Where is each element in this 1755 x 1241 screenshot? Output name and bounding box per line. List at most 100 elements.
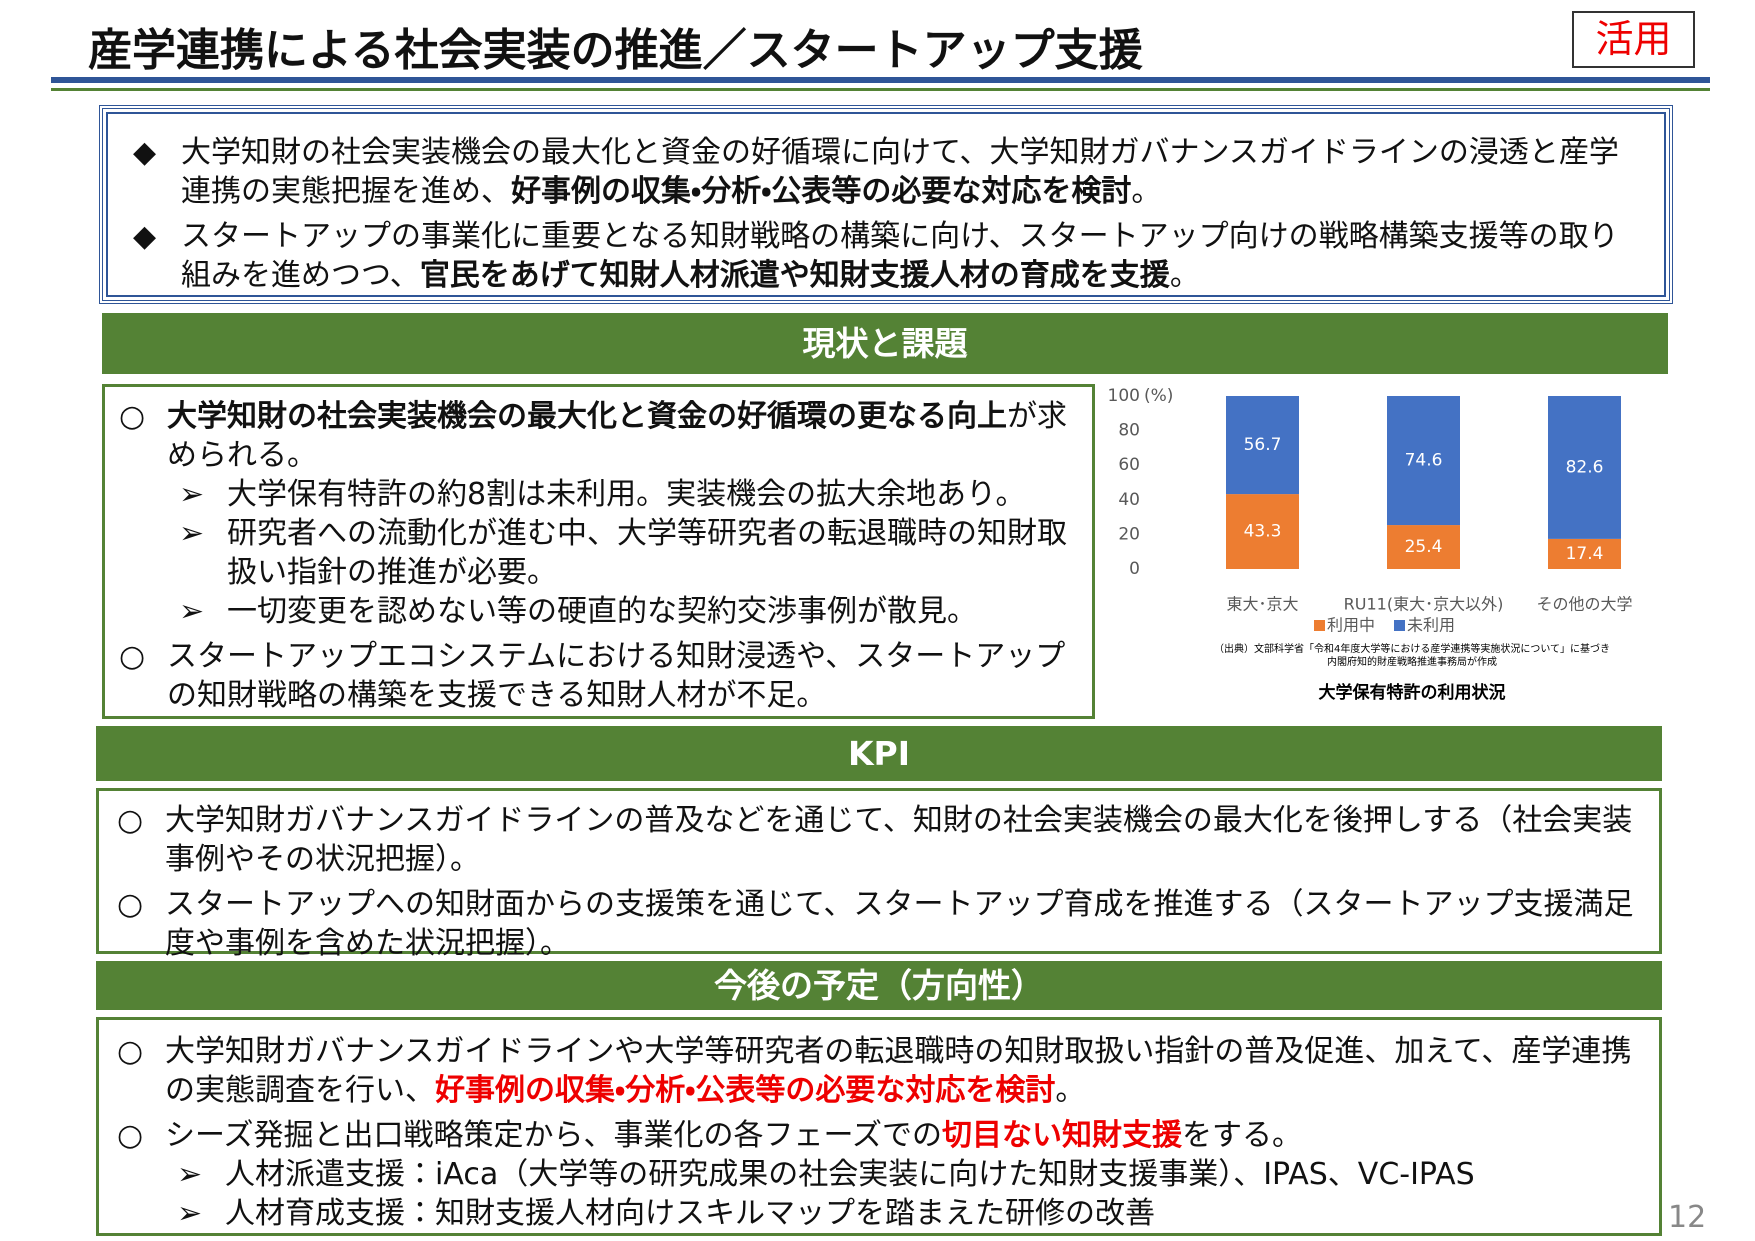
text-run: シーズ発掘と出口戦略策定から、事業化の各フェーズでの [165,1118,942,1153]
text-run: 大学知財ガバナンスガイドラインや大学等研究者の転退職時の知財取扱い指針の普及促進… [165,1034,1632,1108]
bullet: ○ [117,803,144,838]
data-label: 43.3 [1244,522,1282,542]
text-run: スタートアップの事業化に重要となる知財戦略の構築に向け、スタートアップ向けの戦略… [181,219,1619,293]
list-item: ○ 大学知財の社会実装機会の最大化と資金の好循環の更なる向上が求められる。 [119,397,1082,475]
text-run: 大学知財の社会実装機会の最大化と資金の好循環に向けて、大学知財ガバナンスガイドラ… [181,135,1619,209]
text-run: 人材派遣支援：iAca（大学等の研究成果の社会実装に向けた知財支援事業）、IPA… [225,1157,1475,1192]
text-run: スタートアップエコシステムにおける知財浸透や、スタートアップの知財戦略の構築を支… [167,639,1066,713]
tag: 活用 [1572,11,1695,68]
list-item: ○ スタートアップへの知財面からの支援策を通じて、スタートアップ育成を推進する（ス… [117,885,1649,963]
item-text: 人材派遣支援：iAca（大学等の研究成果の社会実装に向けた知財支援事業）、IPA… [225,1155,1475,1194]
item-text: 一切変更を認めない等の硬直的な契約交渉事例が散見。 [227,592,977,631]
list-item: ○ スタートアップエコシステムにおける知財浸透や、スタートアップの知財戦略の構築を… [119,637,1082,715]
y-tick-label: 20 [1118,524,1140,544]
x-tick-label: RU11(東大･京大以外) [1344,595,1504,614]
item-text: シーズ発掘と出口戦略策定から、事業化の各フェーズでの切目ない知財支援をする。 [165,1116,1302,1155]
item-text: 大学保有特許の約8割は未利用。実装機会の拡大余地あり。 [227,475,1026,514]
slide-title: 産学連携による社会実装の推進／スタートアップ支援 [88,25,1143,76]
text-run: スタートアップへの知財面からの支援策を通じて、スタートアップ育成を推進する（スタ… [165,887,1634,961]
text-run: 官民をあげて知財人材派遣や知財支援人材の育成を支援 [419,258,1170,293]
source-note: 内閣府知的財産戦略推進事務局が作成 [1327,655,1497,668]
bullet: ○ [117,887,144,922]
section-heading: KPI [96,726,1662,781]
y-unit: (%) [1144,386,1173,406]
item-text: スタートアップエコシステムにおける知財浸透や、スタートアップの知財戦略の構築を支… [167,637,1082,715]
text-run: 。 [1055,1073,1086,1108]
bullet: ➢ [177,1157,203,1192]
chart: 大学保有特許の利用状況 0 20 40 60 80 100 (%) 43.3 56.7 東大･京大… [1108,386,1633,703]
bar-segment [1387,525,1460,569]
bar-segment [1548,396,1621,539]
text-run: 大学知財ガバナンスガイドラインの普及などを通じて、知財の社会実装機会の最大化を後… [165,803,1633,877]
sub-item: ➢ 研究者への流動化が進む中、大学等研究者の転退職時の知財取扱い指針の推進が必要。 [179,514,1082,592]
y-tick-label: 100 [1108,386,1140,406]
y-tick-label: 60 [1118,455,1140,475]
item-text: 大学知財の社会実装機会の最大化と資金の好循環に向けて、大学知財ガバナンスガイドラ… [181,133,1639,211]
bar-segment [1226,494,1299,569]
data-label: 17.4 [1566,544,1604,564]
data-label: 82.6 [1566,457,1604,477]
text-run: 大学保有特許の約8割は未利用。実装機会の拡大余地あり。 [227,477,1026,512]
chart-title: 大学保有特許の利用状況 [1319,682,1506,703]
bullet: ◆ [133,219,157,254]
text-run: 。 [1131,174,1162,209]
y-tick-label: 80 [1118,421,1140,441]
bullet: ➢ [179,594,205,629]
item-text: 大学知財ガバナンスガイドラインの普及などを通じて、知財の社会実装機会の最大化を後… [165,801,1649,879]
bullet: ➢ [179,477,205,512]
sub-item: ➢ 一切変更を認めない等の硬直的な契約交渉事例が散見。 [179,592,1082,631]
item-text: スタートアップへの知財面からの支援策を通じて、スタートアップ育成を推進する（スタ… [165,885,1649,963]
rule [51,77,1710,83]
bullet: ○ [119,639,146,674]
y-tick-label: 40 [1118,490,1140,510]
section-heading: 今後の予定（方向性） [96,961,1662,1010]
kpi-box: ○ 大学知財ガバナンスガイドラインの普及などを通じて、知財の社会実装機会の最大化を… [96,788,1662,961]
bullet: ➢ [177,1196,203,1231]
data-label: 56.7 [1244,435,1282,455]
source-note: （出典）文部科学省「令和4年度大学等における産学連携等実施状況について」に基づき [1214,642,1610,655]
page-number: 12 [1668,1200,1707,1235]
summary-box: ◆ 大学知財の社会実装機会の最大化と資金の好循環に向けて、大学知財ガバナンスガイド… [99,105,1673,304]
x-tick-label: 東大･京大 [1226,595,1298,614]
sub-item: ➢ 人材育成支援：知財支援人材向けスキルマップを踏まえた研修の改善 [177,1194,1649,1233]
sub-item: ➢ 大学保有特許の約8割は未利用。実装機会の拡大余地あり。 [179,475,1082,514]
x-tick-label: その他の大学 [1536,595,1632,614]
legend-swatch [1394,620,1405,631]
text-run: が求められる。 [167,399,1067,473]
list-item: ○ 大学知財ガバナンスガイドラインの普及などを通じて、知財の社会実装機会の最大化を… [117,801,1649,879]
bullet: ○ [117,1118,144,1153]
text-run: 。 [1169,258,1200,293]
bullet: ○ [119,399,146,434]
bullet: ○ [117,1034,144,1069]
bullet: ➢ [179,516,205,551]
list-item: ○ シーズ発掘と出口戦略策定から、事業化の各フェーズでの切目ない知財支援をする。 [117,1116,1649,1155]
rule [51,88,1710,91]
data-label: 74.6 [1405,451,1443,471]
bullet: ◆ [133,135,157,170]
y-tick-label: 0 [1129,559,1140,579]
text-run: 研究者への流動化が進む中、大学等研究者の転退職時の知財取扱い指針の推進が必要。 [227,516,1067,590]
list-item: ◆ スタートアップの事業化に重要となる知財戦略の構築に向け、スタートアップ向けの戦… [133,217,1639,295]
item-text: 大学知財ガバナンスガイドラインや大学等研究者の転退職時の知財取扱い指針の普及促進… [165,1032,1649,1110]
text-run: 好事例の収集・分析・公表等の必要な対応を検討 [435,1073,1056,1108]
item-text: 人材育成支援：知財支援人材向けスキルマップを踏まえた研修の改善 [225,1194,1155,1233]
plan-box: ○ 大学知財ガバナンスガイドラインや大学等研究者の転退職時の知財取扱い指針の普及促… [96,1017,1662,1236]
item-text: 大学知財の社会実装機会の最大化と資金の好循環の更なる向上が求められる。 [167,397,1082,475]
list-item: ○ 大学知財ガバナンスガイドラインや大学等研究者の転退職時の知財取扱い指針の普及促… [117,1032,1649,1110]
text-run: 大学知財の社会実装機会の最大化と資金の好循環の更なる向上 [167,399,1007,434]
sub-item: ➢ 人材派遣支援：iAca（大学等の研究成果の社会実装に向けた知財支援事業）、IP… [177,1155,1649,1194]
data-label: 25.4 [1405,537,1443,557]
list-item: ◆ 大学知財の社会実装機会の最大化と資金の好循環に向けて、大学知財ガバナンスガイド… [133,133,1639,211]
text-run: 好事例の収集・分析・公表等の必要な対応を検討 [511,174,1132,209]
bar-segment [1226,396,1299,495]
text-run: 切目ない知財支援 [942,1118,1182,1153]
legend-swatch [1314,620,1325,631]
text-run: 人材育成支援：知財支援人材向けスキルマップを踏まえた研修の改善 [225,1196,1155,1231]
legend-label: 未利用 [1407,616,1455,635]
bar-segment [1387,396,1460,526]
text-run: をする。 [1182,1118,1302,1153]
item-text: スタートアップの事業化に重要となる知財戦略の構築に向け、スタートアップ向けの戦略… [181,217,1639,295]
section-heading: 現状と課題 [102,313,1668,374]
bar-segment [1548,538,1621,569]
